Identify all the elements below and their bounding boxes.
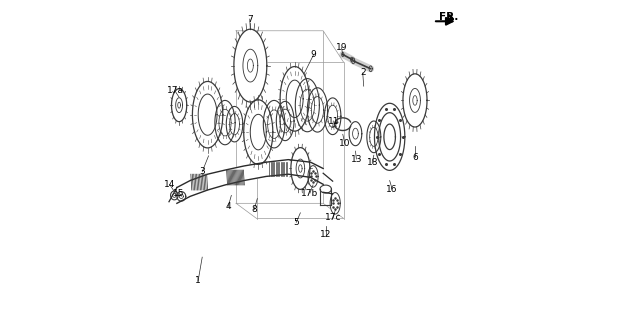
Ellipse shape bbox=[379, 113, 401, 161]
Ellipse shape bbox=[384, 124, 396, 149]
Text: 1: 1 bbox=[195, 276, 201, 285]
Text: 3: 3 bbox=[199, 167, 205, 176]
Text: 17b: 17b bbox=[301, 189, 319, 198]
Text: 11: 11 bbox=[328, 116, 339, 126]
Text: 9: 9 bbox=[311, 50, 317, 59]
Ellipse shape bbox=[374, 103, 405, 170]
Text: 2: 2 bbox=[360, 68, 365, 77]
Ellipse shape bbox=[172, 89, 187, 122]
Ellipse shape bbox=[367, 121, 381, 153]
Text: 14: 14 bbox=[164, 180, 175, 189]
Ellipse shape bbox=[244, 100, 273, 164]
Text: 19: 19 bbox=[336, 43, 348, 52]
Ellipse shape bbox=[324, 98, 341, 135]
Ellipse shape bbox=[193, 81, 223, 148]
Text: 13: 13 bbox=[351, 155, 362, 163]
Text: 8: 8 bbox=[252, 205, 257, 214]
Ellipse shape bbox=[215, 100, 235, 145]
Text: 4: 4 bbox=[225, 202, 231, 211]
Ellipse shape bbox=[227, 107, 243, 142]
Ellipse shape bbox=[307, 88, 328, 132]
Polygon shape bbox=[177, 160, 323, 203]
Text: 6: 6 bbox=[412, 153, 418, 162]
Text: 18: 18 bbox=[367, 158, 378, 167]
Text: 7: 7 bbox=[247, 15, 253, 24]
Text: 17c: 17c bbox=[325, 213, 342, 222]
Ellipse shape bbox=[291, 148, 310, 190]
Text: 15: 15 bbox=[173, 189, 185, 198]
Text: FR.: FR. bbox=[439, 12, 458, 22]
Text: 16: 16 bbox=[387, 184, 398, 194]
Ellipse shape bbox=[170, 191, 178, 200]
Text: 10: 10 bbox=[339, 139, 351, 148]
Text: 12: 12 bbox=[320, 231, 332, 239]
Ellipse shape bbox=[349, 122, 362, 146]
Ellipse shape bbox=[320, 185, 332, 193]
Ellipse shape bbox=[308, 166, 318, 187]
Ellipse shape bbox=[330, 193, 340, 214]
Text: 5: 5 bbox=[293, 218, 299, 227]
Ellipse shape bbox=[403, 74, 427, 127]
Ellipse shape bbox=[276, 101, 294, 141]
Ellipse shape bbox=[280, 66, 309, 131]
Ellipse shape bbox=[234, 29, 267, 102]
Ellipse shape bbox=[263, 100, 285, 148]
Text: 17a: 17a bbox=[166, 86, 184, 95]
Ellipse shape bbox=[177, 192, 186, 201]
Ellipse shape bbox=[295, 79, 319, 132]
